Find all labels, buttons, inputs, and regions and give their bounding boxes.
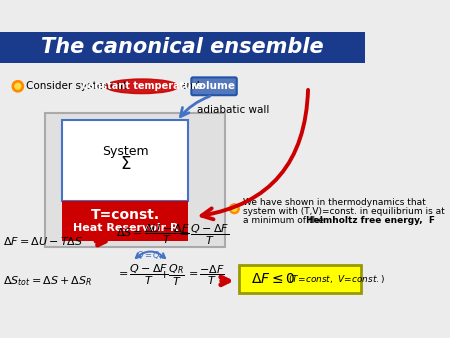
Text: $(T\!=\!const,\ V\!=\!const.)$: $(T\!=\!const,\ V\!=\!const.)$	[288, 273, 385, 285]
Bar	[45, 113, 225, 247]
Text: Σ: Σ	[121, 155, 131, 173]
Text: T=const.: T=const.	[91, 208, 160, 222]
Text: $\Delta S = \dfrac{\Delta U - \Delta F}{T}$: $\Delta S = \dfrac{\Delta U - \Delta F}{…	[116, 223, 190, 246]
Bar	[63, 120, 188, 201]
Text: and: and	[181, 81, 200, 91]
Text: System: System	[102, 145, 149, 159]
Text: $\Delta F \leq 0$: $\Delta F \leq 0$	[252, 272, 296, 286]
Text: Helmholtz free energy,  F: Helmholtz free energy, F	[306, 216, 436, 225]
FancyArrowPatch shape	[96, 237, 105, 245]
Text: $\Delta F = \Delta U - T\Delta S$: $\Delta F = \Delta U - T\Delta S$	[3, 235, 83, 247]
FancyArrowPatch shape	[136, 251, 165, 258]
Text: a minimum of the: a minimum of the	[243, 216, 327, 225]
Circle shape	[12, 81, 23, 92]
Text: constant temperature: constant temperature	[81, 81, 202, 91]
FancyArrowPatch shape	[180, 96, 210, 117]
Text: $+ \dfrac{Q_R}{T}$: $+ \dfrac{Q_R}{T}$	[159, 263, 184, 288]
Text: $= \dfrac{Q - \Delta F}{T}$: $= \dfrac{Q - \Delta F}{T}$	[116, 263, 168, 287]
Text: system with (T,V)=const. in equilibrium is at: system with (T,V)=const. in equilibrium …	[243, 208, 445, 216]
Text: Heat Reservoir R: Heat Reservoir R	[73, 223, 179, 233]
Text: $\Delta S_{tot} = \Delta S + \Delta S_R$: $\Delta S_{tot} = \Delta S + \Delta S_R$	[3, 274, 92, 288]
Text: $= \dfrac{-\Delta F}{T}$: $= \dfrac{-\Delta F}{T}$	[186, 264, 225, 287]
Bar	[0, 32, 365, 63]
FancyBboxPatch shape	[239, 265, 361, 293]
Text: $Q = Q_R$: $Q = Q_R$	[136, 249, 165, 262]
Text: $= \dfrac{Q - \Delta F}{T}$: $= \dfrac{Q - \Delta F}{T}$	[177, 222, 229, 247]
Text: Consider system at: Consider system at	[26, 81, 127, 91]
Ellipse shape	[105, 79, 178, 94]
Bar	[63, 201, 188, 241]
Text: adiabatic wall: adiabatic wall	[197, 105, 270, 115]
Text: volume: volume	[193, 81, 235, 91]
FancyBboxPatch shape	[191, 77, 237, 95]
Circle shape	[15, 83, 21, 89]
Text: We have shown in thermodynamics that: We have shown in thermodynamics that	[243, 198, 426, 207]
FancyArrowPatch shape	[202, 90, 308, 219]
Circle shape	[230, 204, 239, 214]
Text: The canonical ensemble: The canonical ensemble	[41, 38, 324, 57]
FancyArrowPatch shape	[221, 277, 229, 285]
Circle shape	[232, 206, 237, 211]
